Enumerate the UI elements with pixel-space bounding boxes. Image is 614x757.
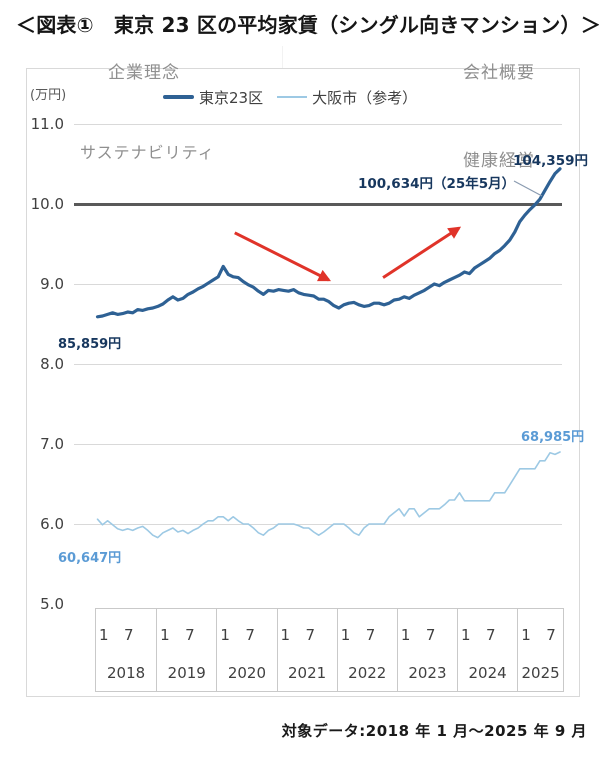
x-year-label-2025: 2025	[521, 664, 560, 682]
x-year-label-2020: 2020	[227, 664, 267, 682]
tokyo-line-swatch	[163, 95, 194, 99]
x-tick-2019-1: 1	[160, 626, 170, 644]
x-tick-2022-1: 1	[340, 626, 351, 644]
x-year-label-2022: 2022	[348, 664, 387, 682]
gridline-11.0	[74, 123, 562, 125]
x-tick-2023-7: 7	[425, 626, 436, 644]
x-axis-year-column-2023: 1 7 2023	[396, 609, 457, 691]
watermark-corporate-philosophy: 企業理念	[108, 63, 180, 83]
x-year-label-2018: 2018	[106, 664, 146, 682]
watermark-company-overview: 会社概要	[463, 63, 535, 83]
legend-item-tokyo: 東京23区	[163, 87, 263, 108]
gridline-7.0	[74, 443, 562, 445]
osaka-line-swatch	[277, 96, 308, 98]
y-tick-label-9.0: 9.0	[40, 275, 64, 293]
x-year-label-2024: 2024	[468, 664, 507, 682]
chart-legend: 東京23区 大阪市（参考）	[163, 87, 417, 108]
x-tick-2022-7: 7	[365, 626, 376, 644]
x-axis-year-column-2021: 1 7 2021	[276, 609, 337, 691]
x-year-label-2019: 2019	[167, 664, 206, 682]
x-axis-year-column-2024: 1 7 2024	[457, 609, 517, 691]
reference-line-10	[74, 202, 562, 206]
legend-label-tokyo: 東京23区	[199, 88, 264, 107]
x-tick-2023-1: 1	[400, 626, 411, 644]
y-tick-label-10.0: 10.0	[30, 195, 64, 213]
y-tick-label-8.0: 8.0	[40, 355, 64, 373]
legend-item-osaka: 大阪市（参考）	[277, 87, 417, 108]
annotation-osaka-latest-value: 68,985円	[521, 430, 585, 445]
annotation-osaka-start-value: 60,647円	[58, 551, 122, 566]
x-tick-2018-7: 7	[124, 626, 134, 644]
x-tick-2025-1: 1	[521, 626, 531, 644]
watermark-health-management: 健康経営	[463, 151, 535, 171]
annotation-tokyo-latest-value: 104,359円	[513, 153, 588, 169]
data-range-note: 対象データ:2018 年 1 月～2025 年 9 月	[281, 722, 587, 740]
gridline-8.0	[74, 363, 562, 365]
x-axis-year-column-2018: 1 7 2018	[96, 609, 156, 691]
annotation-tokyo-start-value: 85,859円	[58, 337, 122, 352]
x-tick-2020-1: 1	[220, 626, 230, 644]
x-tick-2025-7: 7	[546, 626, 556, 644]
x-year-label-2023: 2023	[408, 664, 447, 682]
gridline-9.0	[74, 283, 562, 285]
y-tick-label-6.0: 6.0	[40, 515, 64, 533]
y-tick-label-5.0: 5.0	[40, 595, 64, 613]
y-tick-label-7.0: 7.0	[40, 435, 64, 453]
gridline-6.0	[74, 523, 562, 525]
x-year-label-2021: 2021	[288, 664, 327, 682]
x-tick-2024-7: 7	[486, 626, 496, 644]
y-axis-unit-label: (万円)	[30, 88, 67, 103]
x-axis-year-column-2020: 1 7 2020	[216, 609, 276, 691]
annotation-tokyo-may2025-value: 100,634円（25年5月）	[358, 176, 516, 192]
x-tick-2020-7: 7	[245, 626, 255, 644]
x-tick-2021-7: 7	[305, 626, 316, 644]
watermark-sustainability: サステナビリティ	[80, 143, 215, 162]
x-axis: 1 7 2018 1 7 2019 1 7 2020 1 7 2021 1 7 2022 1 7 2023 1 7 20…	[95, 608, 564, 692]
legend-label-osaka: 大阪市（参考）	[312, 88, 418, 107]
x-axis-year-column-2025: 1 7 2025	[517, 609, 563, 691]
x-axis-year-column-2019: 1 7 2019	[156, 609, 216, 691]
chart-title: ＜図表① 東京 23 区の平均家賃（シングル向きマンション）＞	[16, 13, 601, 37]
x-tick-2019-7: 7	[185, 626, 195, 644]
y-tick-label-11.0: 11.0	[30, 115, 64, 133]
x-tick-2024-1: 1	[461, 626, 471, 644]
x-tick-2018-1: 1	[99, 626, 109, 644]
x-axis-year-column-2022: 1 7 2022	[336, 609, 397, 691]
x-tick-2021-1: 1	[280, 626, 291, 644]
